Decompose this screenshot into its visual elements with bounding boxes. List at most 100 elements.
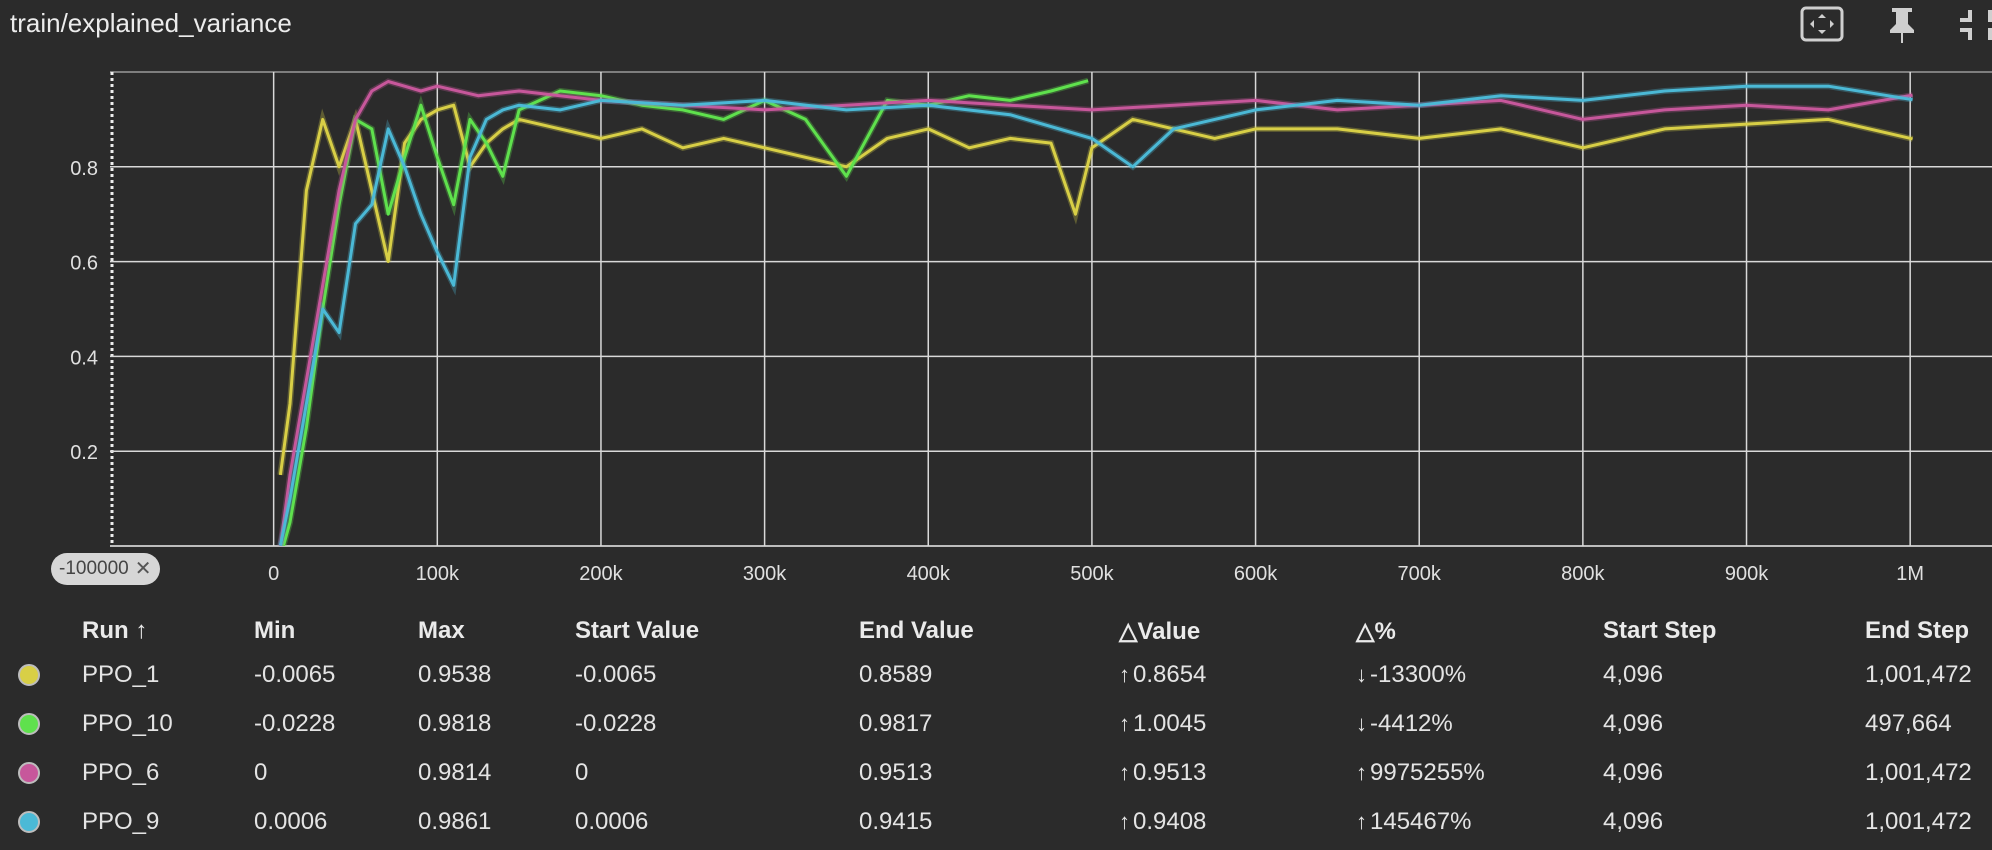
delta-value: ↑ 0.9408 bbox=[1119, 797, 1356, 846]
x-tick-label: 600k bbox=[1234, 563, 1278, 585]
end-value-column-header[interactable]: End Value bbox=[859, 617, 974, 644]
run-color-swatch[interactable] bbox=[18, 811, 40, 834]
y-tick-label: 0.4 bbox=[70, 347, 98, 369]
fit-to-domain-icon bbox=[1800, 6, 1844, 42]
arrow-icon: ↑ bbox=[1119, 808, 1130, 834]
run-color-swatch[interactable] bbox=[18, 664, 40, 687]
start-value: 0.0006 bbox=[575, 807, 649, 835]
min-value: 0 bbox=[254, 758, 268, 786]
series-line-ppo_9 bbox=[278, 84, 1913, 546]
delta-value: ↑ 0.9513 bbox=[1119, 748, 1356, 797]
delta-value-column-header[interactable]: △Value bbox=[1119, 612, 1356, 650]
run-name: PPO_10 bbox=[82, 709, 173, 737]
delta-percent-text: -4412% bbox=[1370, 709, 1453, 737]
start-step: 4,096 bbox=[1603, 807, 1664, 835]
max-value: 0.9814 bbox=[418, 758, 492, 786]
delta-percent: ↓ -4412% bbox=[1356, 699, 1603, 748]
delta-value: ↑ 1.0045 bbox=[1119, 699, 1356, 748]
series-line-ppo_6 bbox=[278, 80, 1913, 546]
end-step: 1,001,472 bbox=[1865, 758, 1972, 786]
x-tick-label: 0 bbox=[268, 563, 279, 585]
delta-percent-header-label: % bbox=[1374, 617, 1396, 645]
run-header-label: Run bbox=[82, 617, 129, 644]
line-chart[interactable]: 0.2 0.4 0.6 0.8 0 100k 200k 300k 400k 500k 600k 700… bbox=[0, 60, 1992, 600]
start-value: -0.0228 bbox=[575, 709, 657, 737]
end-value: 0.9415 bbox=[859, 807, 933, 835]
table-row[interactable]: PPO_1 -0.0065 0.9538 -0.0065 0.8589 ↑ 0.8… bbox=[0, 650, 1992, 699]
delta-value-text: 1.0045 bbox=[1133, 709, 1207, 737]
x-tick-label: 400k bbox=[907, 563, 951, 585]
x-tick-label: 300k bbox=[743, 563, 787, 585]
series-line-raw-ppo_6 bbox=[277, 78, 1914, 546]
color-column-header bbox=[0, 612, 82, 650]
min-value: -0.0065 bbox=[254, 660, 336, 688]
delta-value-text: 0.9408 bbox=[1133, 807, 1207, 835]
end-step: 497,664 bbox=[1865, 709, 1952, 737]
end-step-column-header[interactable]: End Step bbox=[1865, 617, 1970, 644]
close-icon[interactable]: ✕ bbox=[134, 558, 152, 580]
fit-to-domain-button[interactable] bbox=[1800, 4, 1844, 44]
series-line-raw-ppo_9 bbox=[277, 83, 1914, 546]
x-min-filter-chip[interactable]: -100000 ✕ bbox=[51, 553, 160, 585]
x-tick-label: 800k bbox=[1561, 563, 1605, 585]
x-tick-label: 100k bbox=[416, 563, 460, 585]
start-step: 4,096 bbox=[1603, 758, 1664, 786]
series-line-ppo_1 bbox=[278, 103, 1913, 476]
start-value-column-header[interactable]: Start Value bbox=[575, 617, 700, 644]
table-header-row: Run ↑ Min Max Start Value End Value △Val… bbox=[0, 612, 1992, 650]
delta-value-text: 0.9513 bbox=[1133, 758, 1207, 786]
x-tick-label: 500k bbox=[1070, 563, 1114, 585]
run-column-header[interactable]: Run ↑ bbox=[82, 612, 254, 650]
end-value: 0.9513 bbox=[859, 758, 933, 786]
end-step: 1,001,472 bbox=[1865, 807, 1972, 835]
start-step: 4,096 bbox=[1603, 709, 1664, 737]
run-name: PPO_1 bbox=[82, 660, 160, 688]
x-tick-label: 200k bbox=[579, 563, 623, 585]
end-step: 1,001,472 bbox=[1865, 660, 1972, 688]
fullscreen-icon bbox=[1960, 10, 1992, 40]
y-tick-label: 0.6 bbox=[70, 253, 98, 275]
arrow-icon: ↑ bbox=[1119, 661, 1130, 687]
table-row[interactable]: PPO_10 -0.0228 0.9818 -0.0228 0.9817 ↑ 1.… bbox=[0, 699, 1992, 748]
arrow-icon: ↓ bbox=[1356, 710, 1367, 736]
end-value: 0.9817 bbox=[859, 709, 933, 737]
run-name: PPO_6 bbox=[82, 758, 160, 786]
start-value: -0.0065 bbox=[575, 660, 657, 688]
sort-arrow-icon: ↑ bbox=[135, 617, 148, 644]
run-name: PPO_9 bbox=[82, 807, 160, 835]
delta-percent: ↑ 145467% bbox=[1356, 797, 1603, 846]
delta-percent-text: 9975255% bbox=[1370, 758, 1485, 786]
max-value: 0.9818 bbox=[418, 709, 492, 737]
run-color-swatch[interactable] bbox=[18, 762, 40, 785]
fullscreen-button[interactable] bbox=[1958, 4, 1992, 44]
y-tick-label: 0.2 bbox=[70, 442, 98, 464]
max-value: 0.9861 bbox=[418, 807, 492, 835]
arrow-icon: ↑ bbox=[1356, 759, 1367, 785]
chart-title: train/explained_variance bbox=[10, 8, 292, 38]
run-color-swatch[interactable] bbox=[18, 713, 40, 736]
min-column-header[interactable]: Min bbox=[254, 617, 296, 644]
start-step-column-header[interactable]: Start Step bbox=[1603, 617, 1717, 644]
start-value: 0 bbox=[575, 758, 589, 786]
arrow-icon: ↓ bbox=[1356, 661, 1367, 687]
y-tick-label: 0.8 bbox=[70, 158, 98, 180]
pin-button[interactable] bbox=[1880, 4, 1924, 44]
x-tick-label: 900k bbox=[1725, 563, 1769, 585]
table-row[interactable]: PPO_9 0.0006 0.9861 0.0006 0.9415 ↑ 0.940… bbox=[0, 797, 1992, 846]
x-min-chip-label: -100000 bbox=[59, 558, 129, 579]
delta-value-text: 0.8654 bbox=[1133, 660, 1207, 688]
table-row[interactable]: PPO_6 0 0.9814 0 0.9513 ↑ 0.9513 ↑ 9975255… bbox=[0, 748, 1992, 797]
arrow-icon: ↑ bbox=[1119, 710, 1130, 736]
min-value: 0.0006 bbox=[254, 807, 328, 835]
end-value: 0.8589 bbox=[859, 660, 933, 688]
delta-percent-text: -13300% bbox=[1370, 660, 1467, 688]
delta-icon: △ bbox=[1356, 617, 1375, 645]
max-value: 0.9538 bbox=[418, 660, 492, 688]
delta-percent: ↓ -13300% bbox=[1356, 650, 1603, 699]
max-column-header[interactable]: Max bbox=[418, 617, 465, 644]
runs-table: Run ↑ Min Max Start Value End Value △Val… bbox=[0, 612, 1992, 846]
pin-icon bbox=[1890, 8, 1914, 43]
delta-value-header-label: Value bbox=[1137, 617, 1201, 645]
start-step: 4,096 bbox=[1603, 660, 1664, 688]
delta-percent-column-header[interactable]: △% bbox=[1356, 612, 1603, 650]
